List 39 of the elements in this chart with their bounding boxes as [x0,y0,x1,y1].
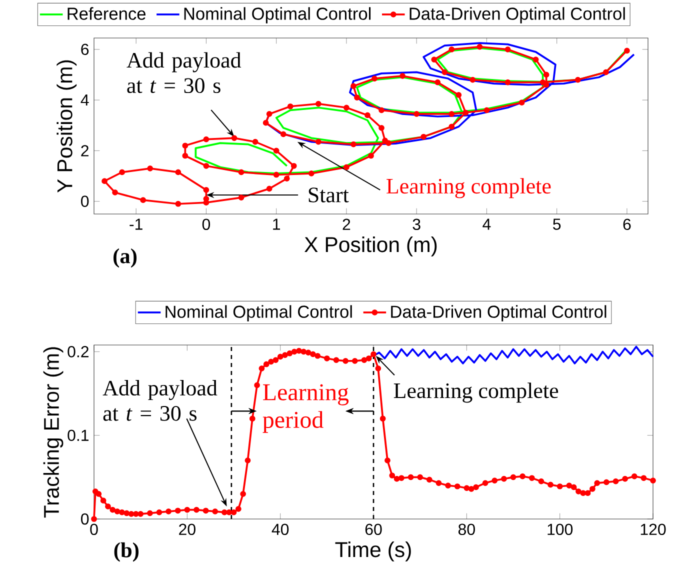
x-tick-label: 0 [90,524,98,536]
x-axis-title: X Position (m) [304,236,437,256]
y-tick-label: 0.2 [68,346,88,358]
legend-label: Nominal Optimal Control [184,7,371,24]
annotation: Learning period [262,384,349,433]
x-tick-label: 120 [640,524,666,536]
x-tick-label: 5 [553,218,561,230]
x-axis-title: Time (s) [335,542,411,562]
legend-label: Reference [68,7,146,20]
annotation: Learning complete [394,382,558,403]
x-tick-label: 2 [342,218,350,230]
legend-label: Data-Driven Optimal Control [391,305,606,322]
x-tick-label: 100 [548,524,573,536]
x-tick-label: -1 [130,218,142,230]
annotation: Add payload at t = 30 s [102,380,218,421]
annotation: Start [308,188,349,202]
x-tick-label: 80 [458,524,475,536]
y-tick-label: 4 [80,94,89,106]
x-tick-label: 0 [202,218,210,230]
x-tick-label: 6 [623,218,631,230]
y-tick-label: 6 [81,44,89,56]
x-tick-label: 20 [179,524,196,536]
x-tick-label: 4 [482,218,491,230]
x-tick-label: 40 [272,524,289,536]
y-tick-label: 2 [81,145,88,156]
y-tick-label: 0 [81,196,89,207]
y-tick-label: 0.1 [68,430,89,441]
legend-label: Data-Driven Optimal Control [410,7,625,24]
x-tick-label: 60 [365,524,382,536]
text: (a) [114,248,137,268]
annotation: Learning complete [386,178,551,198]
x-tick-label: 3 [412,218,420,230]
y-axis-title: Tracking Error (m) [43,347,64,518]
y-axis-title: Y Position (m) [56,60,77,193]
x-tick-label: 1 [273,218,280,230]
text: (b) [114,542,139,562]
legend-label: Nominal Optimal Control [166,305,352,322]
annotation: Add payload at t = 30 s [126,52,242,94]
y-tick-label: 0 [81,513,89,525]
